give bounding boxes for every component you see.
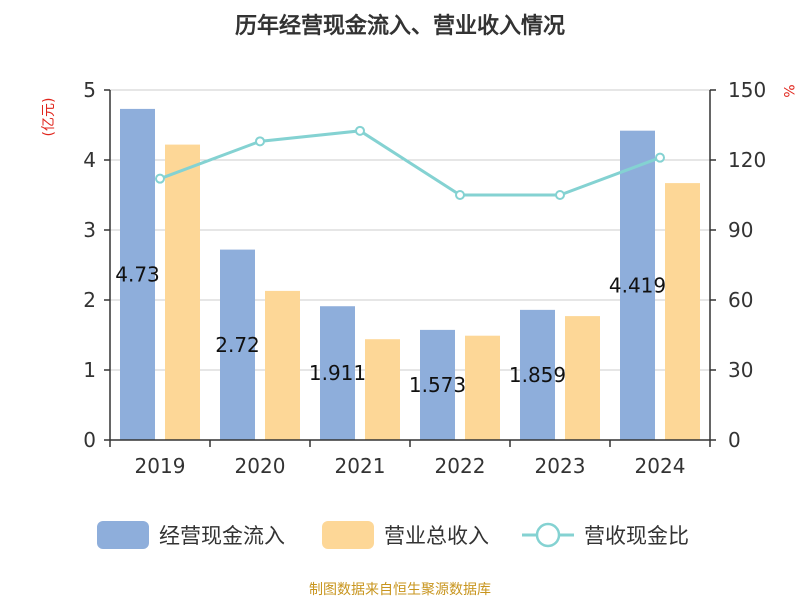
right-axis-tick-label: 90	[728, 218, 753, 242]
x-axis-tick-label: 2023	[535, 454, 586, 478]
right-axis-tick-label: 60	[728, 288, 753, 312]
bar-data-label: 4.419	[609, 273, 666, 297]
bar-revenue	[565, 316, 600, 440]
left-axis-tick-label: 0	[83, 428, 96, 452]
bar-cash-inflow	[220, 249, 255, 440]
bar-data-label: 1.573	[409, 373, 466, 397]
bar-revenue	[465, 335, 500, 440]
left-axis-unit: (亿元)	[41, 98, 57, 137]
bar-cash-inflow	[120, 108, 155, 441]
x-axis-tick-label: 2021	[335, 454, 386, 478]
bar-revenue	[665, 183, 700, 440]
bar-data-label: 2.72	[215, 333, 260, 357]
ratio-point	[355, 125, 365, 136]
legend-marker	[535, 522, 561, 548]
legend-label: 营业总收入	[384, 524, 489, 548]
bar-cash-inflow	[320, 306, 355, 440]
bar-revenue	[365, 339, 400, 440]
legend-label: 营收现金比	[584, 524, 689, 548]
ratio-point	[455, 190, 465, 200]
left-axis-tick-label: 3	[83, 218, 96, 242]
chart-title: 历年经营现金流入、营业收入情况	[235, 13, 565, 39]
legend: 经营现金流入 营业总收入 营收现金比	[97, 521, 689, 549]
x-axis-tick-label: 2022	[435, 454, 486, 478]
left-axis-tick-label: 4	[83, 148, 96, 172]
bar-revenue	[165, 144, 200, 440]
left-axis-tick-label: 1	[83, 358, 96, 382]
right-axis-tick-label: 0	[728, 428, 741, 452]
right-axis-unit: %	[780, 84, 796, 97]
bar-revenue	[265, 290, 300, 440]
bar-cash-inflow	[620, 130, 655, 441]
legend-label: 经营现金流入	[159, 524, 285, 548]
axes: 0 1 2 3 4 5 0 30 60 90 120 150 2019 2020 2021 2022 2023 2…	[83, 78, 766, 478]
bar-data-label: 1.911	[309, 361, 366, 385]
bar-data-label: 1.859	[509, 363, 566, 387]
ratio-point	[255, 136, 265, 147]
x-axis-tick-label: 2019	[135, 454, 186, 478]
bar-data-label: 4.73	[115, 262, 160, 286]
ratio-point	[555, 190, 565, 200]
left-axis-tick-label: 5	[83, 78, 96, 102]
bars	[120, 108, 700, 441]
bar-cash-inflow	[420, 329, 455, 440]
x-axis-tick-label: 2020	[235, 454, 286, 478]
right-axis-tick-label: 150	[728, 78, 766, 102]
source-note: 制图数据来自恒生聚源数据库	[309, 582, 491, 598]
data-labels: 4.73 2.72 1.911 1.573 1.859 4.419	[115, 262, 666, 396]
legend-swatch	[97, 521, 149, 549]
ratio-point	[655, 152, 665, 163]
left-axis-tick-label: 2	[83, 288, 96, 312]
right-axis-tick-label: 120	[728, 148, 766, 172]
x-axis-tick-label: 2024	[635, 454, 686, 478]
ratio-line-series	[155, 125, 665, 200]
right-axis-tick-label: 30	[728, 358, 753, 382]
ratio-line	[159, 129, 661, 197]
ratio-point	[155, 173, 165, 184]
legend-swatch	[322, 521, 374, 549]
bar-cash-inflow	[520, 309, 555, 440]
